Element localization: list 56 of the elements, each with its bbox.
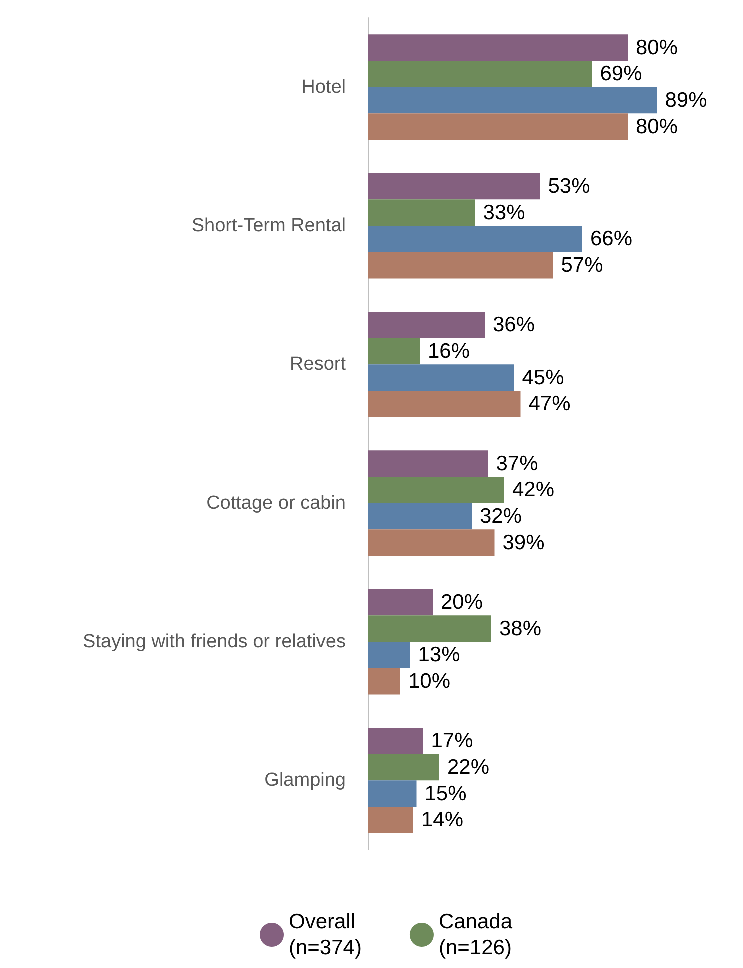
data-label: 10% xyxy=(408,670,451,694)
bar xyxy=(368,114,628,140)
data-label: 33% xyxy=(483,201,526,224)
legend-label: Canada (n=126) xyxy=(438,910,513,960)
bar xyxy=(368,728,424,754)
bar xyxy=(368,780,417,808)
data-label: 66% xyxy=(590,228,633,251)
data-label: 17% xyxy=(431,730,474,753)
data-label: 39% xyxy=(502,531,545,554)
y-tick-label: Short-Term Rental xyxy=(192,216,346,236)
data-label: 15% xyxy=(424,782,467,806)
data-label: 57% xyxy=(561,254,604,278)
bar xyxy=(368,312,485,338)
y-tick-label: Cottage or cabin xyxy=(206,492,346,514)
bar xyxy=(368,450,488,477)
bar xyxy=(368,34,628,61)
bar xyxy=(368,616,492,642)
data-label: 89% xyxy=(665,89,708,112)
bar xyxy=(368,60,592,88)
data-label: 53% xyxy=(548,174,590,198)
y-tick-label: Resort xyxy=(290,354,347,376)
bar xyxy=(368,589,433,616)
bar xyxy=(368,338,420,365)
data-label: 45% xyxy=(522,366,564,390)
data-label: 20% xyxy=(441,590,484,614)
data-label: 37% xyxy=(496,452,538,476)
data-label: 80% xyxy=(636,115,678,138)
data-label: 47% xyxy=(528,392,571,416)
bar xyxy=(368,364,514,392)
y-tick-label: Hotel xyxy=(302,76,346,98)
bar xyxy=(368,668,400,695)
y-tick-label: Staying with friends or relatives xyxy=(83,632,346,652)
data-label: 38% xyxy=(500,617,542,640)
bar xyxy=(368,807,414,834)
data-label: 36% xyxy=(493,314,536,337)
legend-label: Overall (n=374) xyxy=(289,910,362,960)
data-label: 32% xyxy=(480,505,522,528)
data-label: 22% xyxy=(448,756,490,779)
bar xyxy=(368,530,495,556)
data-label: 42% xyxy=(512,478,555,502)
bar xyxy=(368,252,554,279)
bar xyxy=(368,87,658,114)
bar xyxy=(368,173,540,200)
data-label: 13% xyxy=(418,644,460,667)
bar xyxy=(368,642,410,668)
bar xyxy=(368,391,521,418)
bar xyxy=(368,503,472,530)
data-label: 14% xyxy=(422,808,464,832)
data-label: 16% xyxy=(428,340,470,363)
bar xyxy=(368,226,582,252)
data-label: 69% xyxy=(600,62,642,86)
y-tick-label: Glamping xyxy=(264,770,346,792)
data-label: 80% xyxy=(636,36,678,60)
bar xyxy=(368,200,476,226)
bar xyxy=(368,476,504,504)
bar xyxy=(368,754,440,781)
